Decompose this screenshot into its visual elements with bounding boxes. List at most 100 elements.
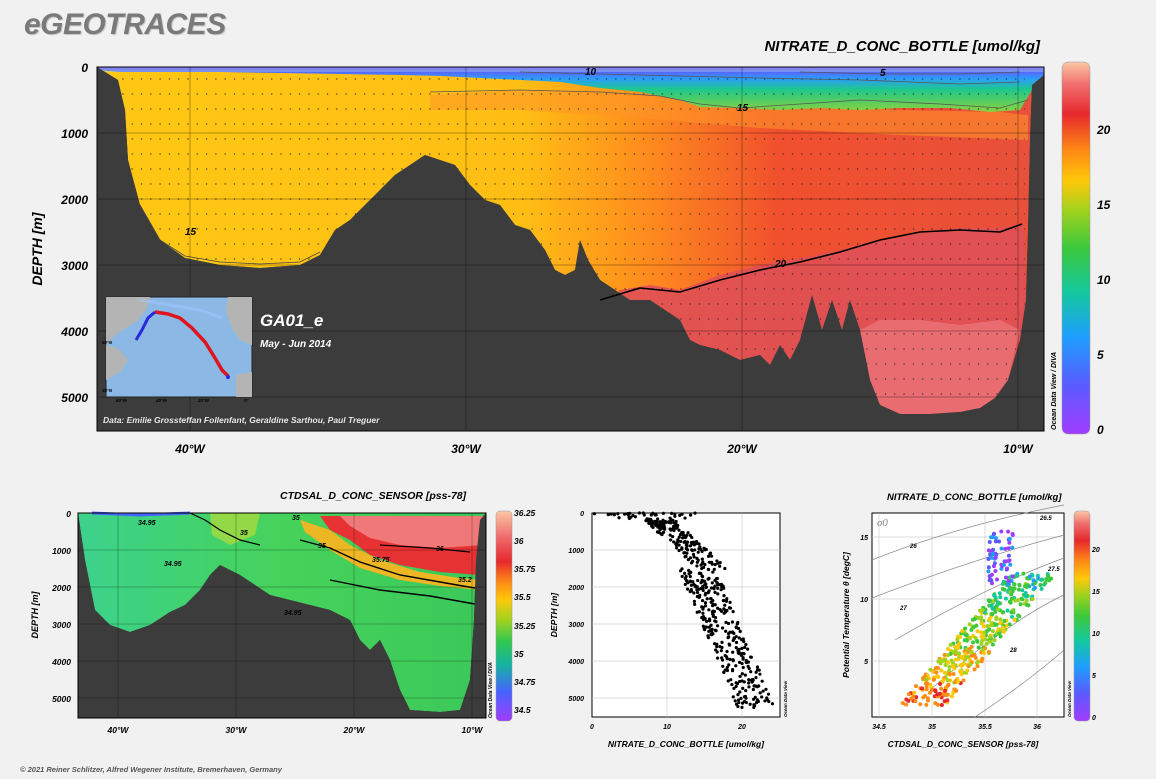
profile-point	[700, 557, 704, 561]
profile-point	[697, 610, 702, 614]
profile-point	[677, 528, 681, 532]
profile-point	[753, 695, 757, 699]
profile-point	[734, 640, 739, 645]
sal-cbar-tick: 36.25	[514, 508, 536, 518]
profile-point	[689, 561, 694, 565]
ts-point	[924, 676, 929, 681]
sal-yellow-patches	[210, 513, 260, 545]
ts-point	[989, 622, 994, 627]
profile-point	[631, 513, 635, 518]
ts-point	[993, 604, 998, 609]
contour-20	[599, 223, 1023, 301]
ts-point	[1032, 585, 1037, 590]
profile-point	[741, 657, 745, 661]
ts-point	[986, 565, 991, 570]
profile-point	[648, 521, 653, 526]
contour-15-left	[139, 204, 321, 265]
profile-point	[695, 594, 699, 599]
main-x-ticks: 40°W 30°W 20°W 10°W	[174, 442, 1034, 456]
profile-point	[740, 646, 744, 650]
profile-point	[751, 687, 755, 692]
ts-point	[1003, 546, 1008, 551]
profile-point	[673, 512, 677, 516]
ts-point	[1001, 610, 1006, 615]
profile-point	[711, 602, 715, 606]
ts-point	[964, 633, 969, 638]
ts-point	[927, 690, 932, 695]
profile-point	[672, 540, 676, 544]
profile-point	[728, 606, 733, 610]
profile-point	[756, 699, 760, 704]
ts-point	[976, 645, 981, 650]
profile-point	[677, 535, 681, 539]
profile-point	[709, 623, 713, 627]
profile-point	[699, 571, 703, 576]
ts-point	[981, 624, 986, 629]
profile-point	[737, 700, 741, 705]
ts-point	[1017, 582, 1022, 587]
ts-point	[939, 686, 944, 691]
main-ytick: 3000	[61, 259, 88, 273]
profile-point	[734, 634, 738, 639]
profile-point	[704, 547, 708, 552]
profile-ytick: 1000	[568, 548, 584, 555]
profile-point	[736, 626, 741, 631]
profile-point	[723, 603, 727, 607]
profile-point	[744, 642, 748, 647]
ts-point	[1009, 596, 1014, 601]
profile-point	[696, 550, 700, 554]
profile-point	[706, 554, 711, 558]
profile-point	[683, 571, 687, 575]
main-watermark: Ocean Data View / DIVA	[1051, 352, 1058, 430]
ts-point	[957, 651, 962, 656]
sal-ytick: 1000	[52, 546, 71, 556]
profile-point	[688, 556, 693, 560]
inset-land-americas	[106, 345, 128, 380]
profile-point	[660, 532, 664, 537]
ts-xtick: 34.5	[872, 724, 886, 731]
profile-point	[667, 520, 671, 524]
sal-contour-label: 34.95	[138, 520, 156, 527]
ts-point	[925, 696, 930, 701]
profile-point	[706, 591, 710, 595]
sal-xtick: 10°W	[462, 725, 484, 735]
seafloor-mask	[97, 67, 1044, 431]
ts-point	[951, 690, 956, 695]
ts-point	[934, 670, 939, 675]
cbar-tick: 0	[1097, 423, 1104, 437]
profile-point	[714, 629, 718, 633]
ts-point	[933, 666, 938, 671]
profile-point	[718, 608, 722, 612]
sal-contour-36	[379, 544, 471, 553]
profile-point	[702, 565, 706, 569]
profile-point	[662, 526, 667, 530]
ts-point	[982, 630, 987, 635]
sal-frame	[77, 512, 487, 719]
profile-point	[737, 660, 742, 664]
main-grid	[97, 67, 1044, 431]
ts-colorbar-ticks: 0 5 10 15 20	[1091, 547, 1100, 722]
sal-contour-35c	[189, 512, 261, 546]
ts-frame	[871, 512, 1065, 718]
ts-point	[1009, 592, 1014, 597]
contour-label-2: 10	[585, 67, 597, 78]
profile-point	[685, 587, 690, 591]
profile-point	[716, 592, 720, 596]
profile-point	[703, 583, 707, 587]
ts-point	[990, 642, 995, 647]
ts-point	[1043, 580, 1048, 585]
ts-point	[998, 617, 1003, 622]
profile-point	[765, 696, 769, 700]
profile-point	[737, 647, 741, 651]
profile-point	[740, 672, 744, 676]
sal-ytick: 2000	[51, 583, 71, 593]
profile-point	[726, 631, 731, 636]
profile-point	[725, 597, 729, 601]
profile-point	[731, 658, 735, 662]
profile-point	[710, 627, 714, 631]
profile-point	[742, 652, 746, 656]
ts-point	[958, 669, 963, 674]
profile-point	[751, 677, 755, 682]
ts-point	[921, 675, 926, 680]
ts-point	[1018, 602, 1023, 607]
